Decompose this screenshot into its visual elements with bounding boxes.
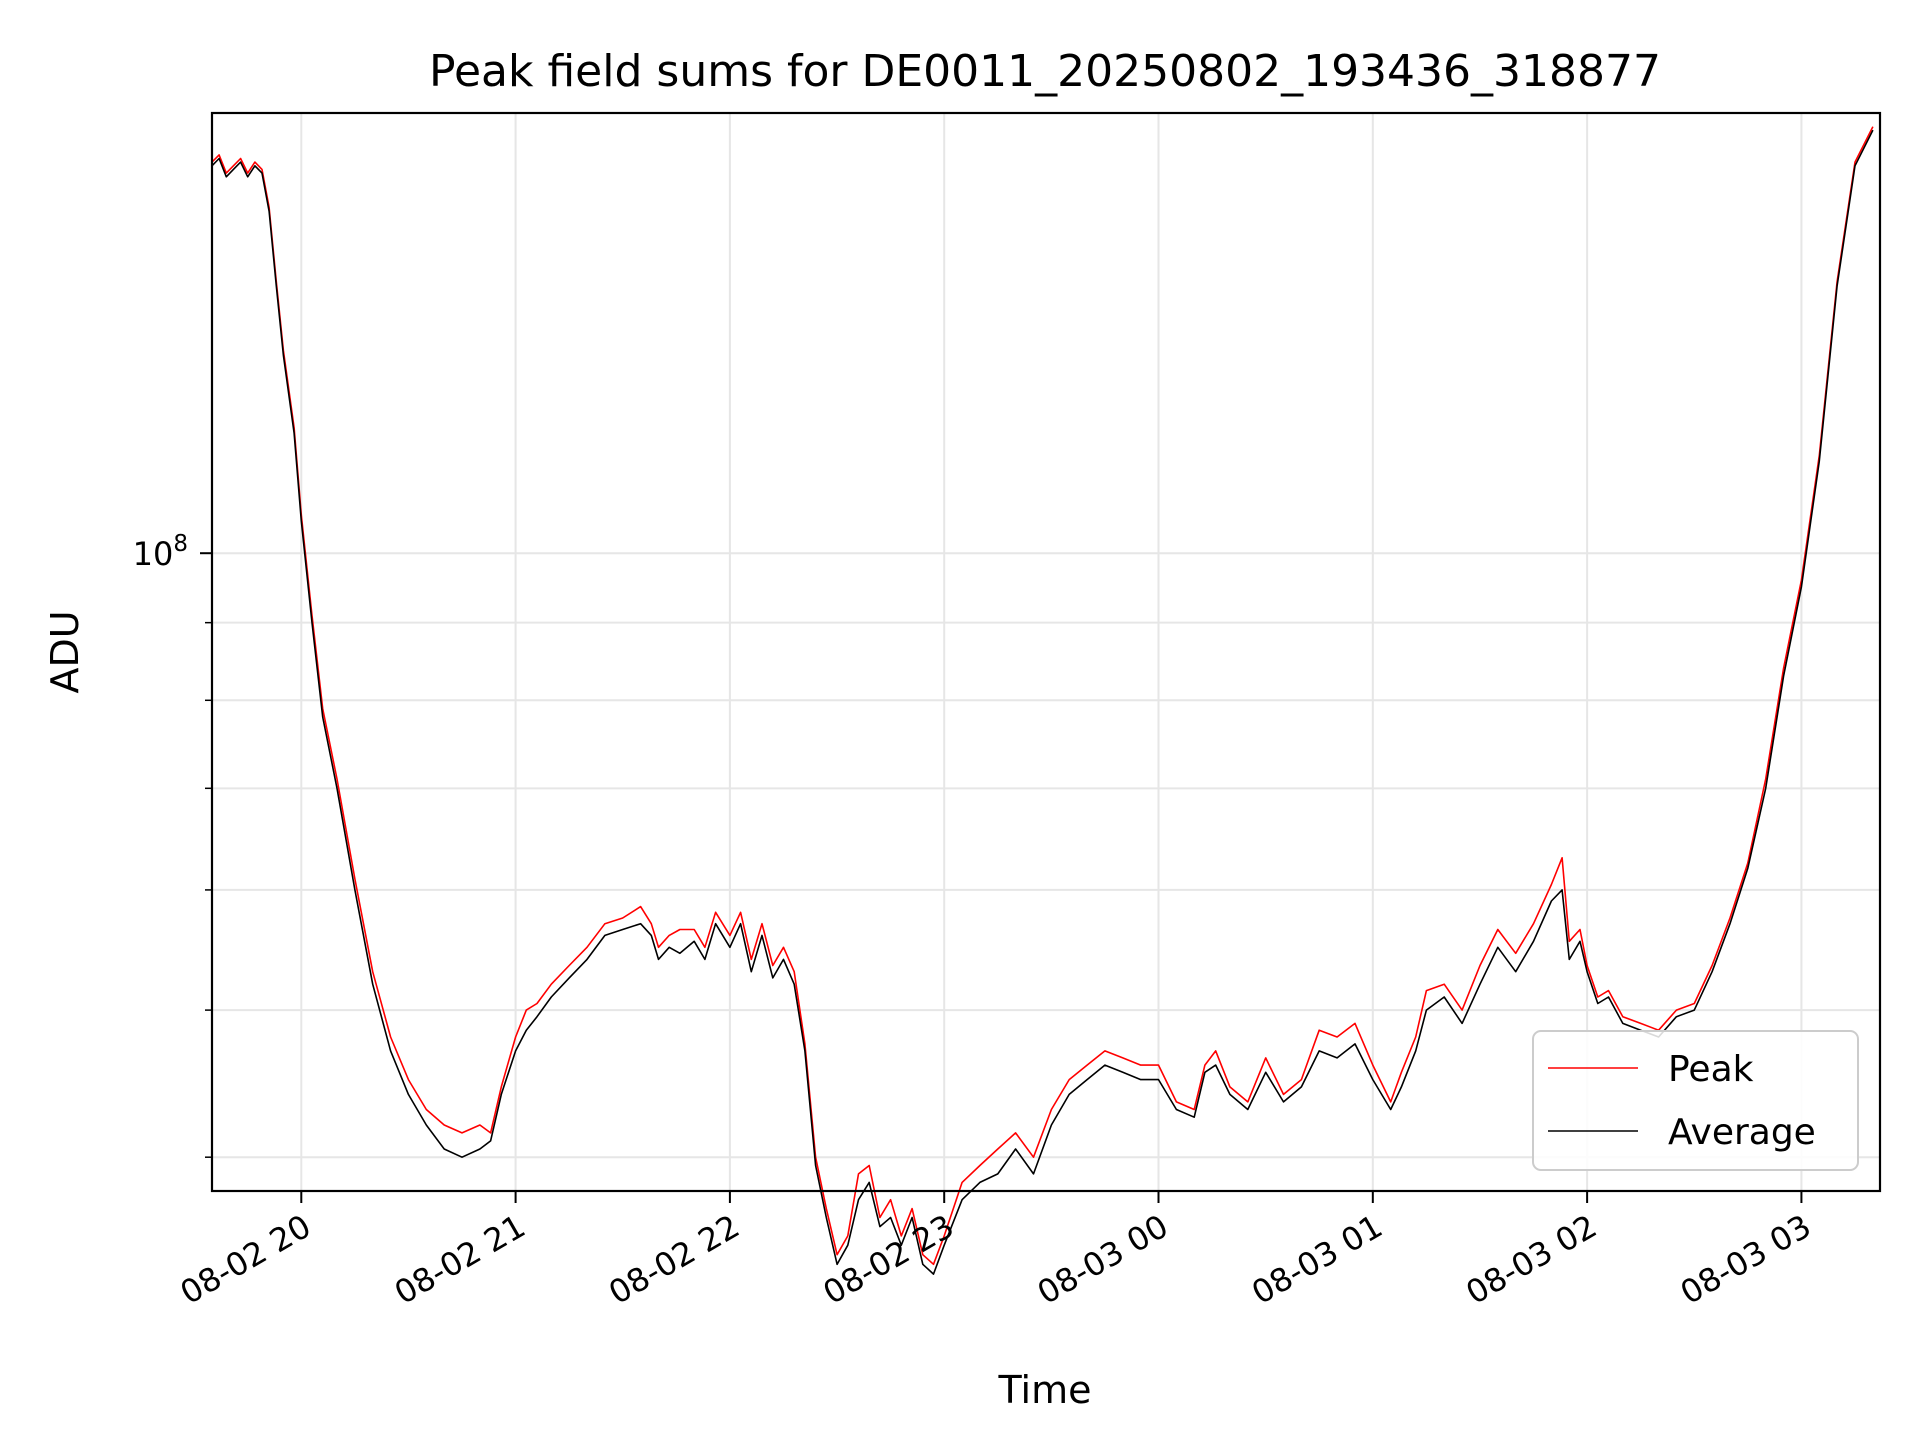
legend-box — [1532, 1030, 1859, 1171]
series-line-average — [211, 129, 1874, 1275]
y-axis-ticks: 108 — [133, 531, 212, 1158]
series-lines — [211, 126, 1874, 1275]
legend: Peak Average — [1532, 1030, 1859, 1171]
plot-frame — [210, 111, 1882, 1193]
legend-label-average: Average — [1668, 1112, 1816, 1153]
legend-label-peak: Peak — [1668, 1049, 1754, 1090]
y-tick-label: 108 — [133, 531, 188, 573]
y-axis-label: ADU — [43, 610, 87, 693]
chart-title: Peak field sums for DE0011_20250802_1934… — [429, 46, 1661, 97]
x-axis-label: Time — [998, 1368, 1092, 1412]
series-line-peak — [211, 126, 1874, 1266]
grid — [212, 113, 1880, 1191]
